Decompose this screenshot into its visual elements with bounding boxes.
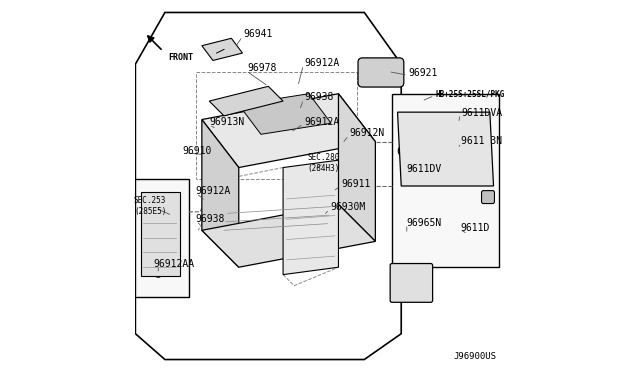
Polygon shape [202,94,376,167]
Text: 9611DV: 9611DV [407,164,442,174]
Text: 96938: 96938 [195,214,225,224]
FancyBboxPatch shape [358,58,404,87]
Polygon shape [202,38,243,61]
Bar [136,179,189,297]
Text: FRONT: FRONT [168,53,194,62]
Polygon shape [339,94,376,241]
Circle shape [398,144,412,158]
Text: 96921: 96921 [408,68,438,78]
Circle shape [412,272,420,281]
Text: 96938: 96938 [305,92,334,102]
Text: 96912AA: 96912AA [153,259,194,269]
Text: SEC.253
(285E5): SEC.253 (285E5) [134,196,166,217]
Text: SEC.280
(284H3): SEC.280 (284H3) [307,153,340,173]
Bar [392,94,499,267]
Text: HB+25S+25SL/PKG: HB+25S+25SL/PKG [435,90,504,99]
Text: 9611 3N: 9611 3N [461,136,502,146]
Circle shape [256,108,277,128]
Circle shape [280,104,301,124]
FancyBboxPatch shape [390,263,433,302]
Circle shape [397,283,406,292]
Text: J96900US: J96900US [454,352,497,361]
Circle shape [412,283,420,292]
Text: 96910: 96910 [182,145,212,155]
Circle shape [154,268,163,277]
FancyBboxPatch shape [141,192,180,276]
Text: 96930M: 96930M [330,202,365,212]
Circle shape [214,45,223,54]
Circle shape [410,131,440,160]
Text: 96913N: 96913N [209,118,244,128]
Polygon shape [202,205,376,267]
Text: 96965N: 96965N [407,218,442,228]
Circle shape [444,127,473,157]
Text: 9611DVA: 9611DVA [461,108,502,118]
Text: 96978: 96978 [247,63,276,73]
Polygon shape [202,119,239,267]
Text: 96912N: 96912N [349,128,385,138]
Text: 96912A: 96912A [195,186,230,196]
Text: 96912A: 96912A [305,117,340,127]
Polygon shape [397,112,493,186]
Text: 9611D: 9611D [460,223,490,233]
Polygon shape [283,160,339,275]
FancyBboxPatch shape [481,190,495,203]
Circle shape [397,272,406,281]
Polygon shape [239,94,331,134]
Text: 96911: 96911 [341,179,371,189]
Text: 96912A: 96912A [305,58,340,68]
Text: 96941: 96941 [244,29,273,39]
Polygon shape [209,86,283,116]
